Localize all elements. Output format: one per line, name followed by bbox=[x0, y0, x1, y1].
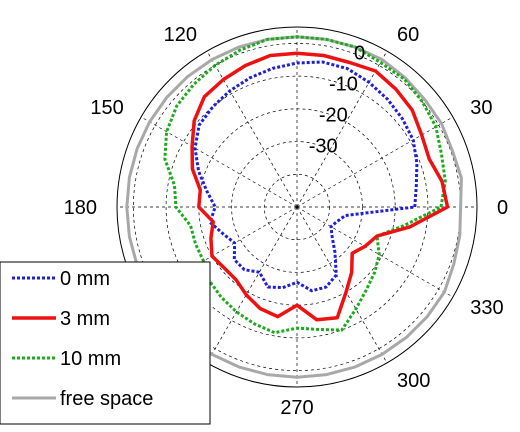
legend-label: 10 mm bbox=[60, 348, 121, 370]
trace-0-mm bbox=[193, 60, 419, 293]
polar-traces bbox=[125, 35, 463, 379]
trace-free-space bbox=[125, 35, 463, 379]
grid-spoke bbox=[206, 206, 298, 364]
radial-tick-labels: 0 -10 -20 -30 bbox=[309, 42, 365, 157]
grid-spoke bbox=[206, 50, 298, 208]
radial-tick-label: -20 bbox=[319, 105, 348, 127]
legend: 0 mm 3 mm 10 mm free space bbox=[0, 261, 211, 425]
grid-spoke bbox=[296, 206, 454, 298]
legend-label: 3 mm bbox=[60, 308, 110, 330]
angle-tick-label: 30 bbox=[470, 97, 492, 119]
grid-spoke bbox=[140, 116, 298, 208]
radial-tick-label: 0 bbox=[354, 42, 365, 64]
grid-spoke bbox=[296, 206, 388, 364]
trace-10-mm bbox=[163, 35, 447, 335]
angle-tick-label: 270 bbox=[280, 397, 313, 419]
grid-ring bbox=[231, 141, 363, 273]
trace-3-mm bbox=[190, 51, 450, 322]
grid-ring bbox=[165, 75, 429, 339]
angle-tick-label: 60 bbox=[397, 24, 419, 46]
grid-spoke bbox=[296, 116, 454, 208]
angle-tick-label: 300 bbox=[397, 370, 430, 392]
angle-tick-label: 120 bbox=[164, 24, 197, 46]
angle-tick-label: 0 bbox=[497, 197, 508, 219]
radial-tick-label: -10 bbox=[329, 73, 358, 95]
grid-spoke bbox=[296, 50, 388, 208]
angle-tick-label: 150 bbox=[90, 97, 123, 119]
polar-grid bbox=[116, 26, 478, 388]
angle-tick-label: 330 bbox=[470, 297, 503, 319]
angle-tick-label: 180 bbox=[64, 197, 97, 219]
angle-tick-labels: 0 30 60 120 150 180 270 300 330 bbox=[64, 24, 509, 419]
legend-label: 0 mm bbox=[60, 268, 110, 290]
radial-tick-label: -30 bbox=[309, 136, 338, 158]
outer-ring bbox=[116, 26, 478, 388]
legend-items: 0 mm 3 mm 10 mm free space bbox=[12, 268, 153, 410]
legend-label: free space bbox=[60, 388, 153, 410]
